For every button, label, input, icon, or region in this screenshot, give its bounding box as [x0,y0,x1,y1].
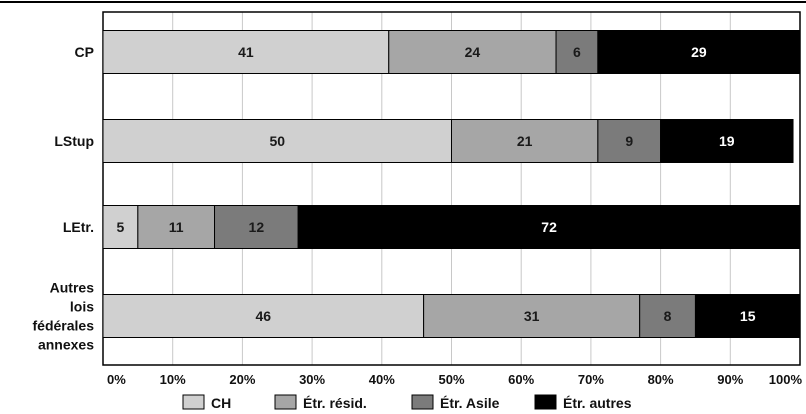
data-label: 24 [465,44,481,60]
data-label: 50 [269,133,285,149]
bar-segment [694,294,801,338]
data-label: 21 [517,133,533,149]
bar-segment [597,30,801,74]
legend-label: Étr. résid. [303,395,367,411]
category-labels: CP LStup LEtr. Autres lois fédérales annexes [33,44,95,353]
legend-swatch [274,394,297,410]
bar-segment [102,119,452,163]
data-label: 29 [691,44,707,60]
data-label: 41 [238,44,254,60]
data-label: 15 [740,308,756,324]
bar-segment [660,119,794,163]
x-tick-label: 40% [369,372,395,387]
bar-segment [388,30,557,74]
x-tick-label: 10% [160,372,186,387]
data-label: 8 [664,308,672,324]
data-label: 11 [169,219,184,235]
x-tick-label: 30% [299,372,325,387]
data-label: 6 [573,44,581,60]
x-tick-label: 50% [438,372,464,387]
data-label: 31 [524,308,540,324]
legend-label: Étr. autres [563,395,632,411]
x-tick-label: 70% [578,372,604,387]
bar-segment [297,205,801,249]
legend-swatch [411,394,434,410]
legend-label: Étr. Asile [440,395,500,411]
x-tick-label: 20% [229,372,255,387]
data-label: 72 [541,219,557,235]
legend: CH Étr. résid. Étr. Asile Étr. autres [182,394,632,411]
x-tick-label: 60% [508,372,534,387]
bar-segment [451,119,599,163]
x-tick-label: 100% [769,372,803,387]
plot-frame [102,11,801,366]
category-label: LEtr. [63,219,94,235]
bar-segment [555,30,599,74]
data-label: 19 [719,133,735,149]
category-label: Autres lois fédérales annexes [33,280,95,353]
data-label: 5 [117,219,125,235]
category-label: LStup [54,133,94,149]
bar-segment [214,205,299,249]
legend-label: CH [211,395,231,411]
data-label: 46 [256,308,272,324]
x-tick-label: 0% [107,372,126,387]
data-label: 9 [625,133,633,149]
legend-swatch [534,394,557,410]
bar-segment [102,294,425,338]
x-tick-label: 80% [648,372,674,387]
legend-swatch [182,394,205,410]
x-tick-label: 90% [717,372,743,387]
x-tick-labels: 0% 10% 20% 30% 40% 50% 60% 70% 80% 90% 100% [107,372,802,387]
bars: 41 24 6 29 50 21 9 19 5 11 12 72 46 31 8 15 [102,30,801,338]
data-label: 12 [249,219,265,235]
bar-segment [423,294,641,338]
bar-segment [102,30,390,74]
category-label: CP [75,44,94,60]
